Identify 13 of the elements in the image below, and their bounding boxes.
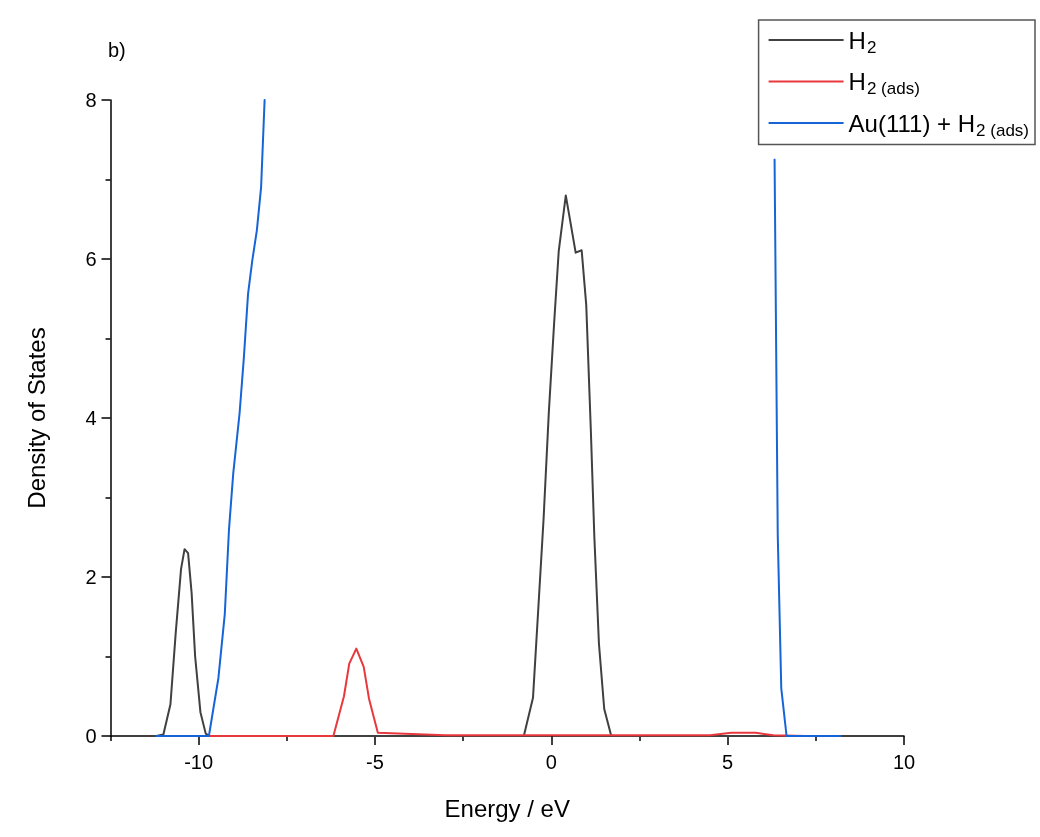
x-tick-label: -5 — [366, 751, 384, 773]
x-tick-label: -10 — [184, 751, 214, 773]
y-tick-label: 6 — [85, 248, 97, 270]
y-tick-label: 4 — [85, 407, 97, 429]
x-tick-label: 0 — [545, 751, 557, 773]
y-axis-title: Density of States — [23, 327, 50, 509]
x-tick-label: 10 — [892, 751, 916, 773]
x-tick-label: 5 — [722, 751, 734, 773]
y-tick-label: 2 — [85, 566, 97, 588]
x-axis-title: Energy / eV — [444, 794, 570, 822]
text: b) — [108, 39, 126, 61]
y-tick-label: 0 — [85, 725, 97, 747]
y-tick-label: 8 — [85, 89, 97, 111]
